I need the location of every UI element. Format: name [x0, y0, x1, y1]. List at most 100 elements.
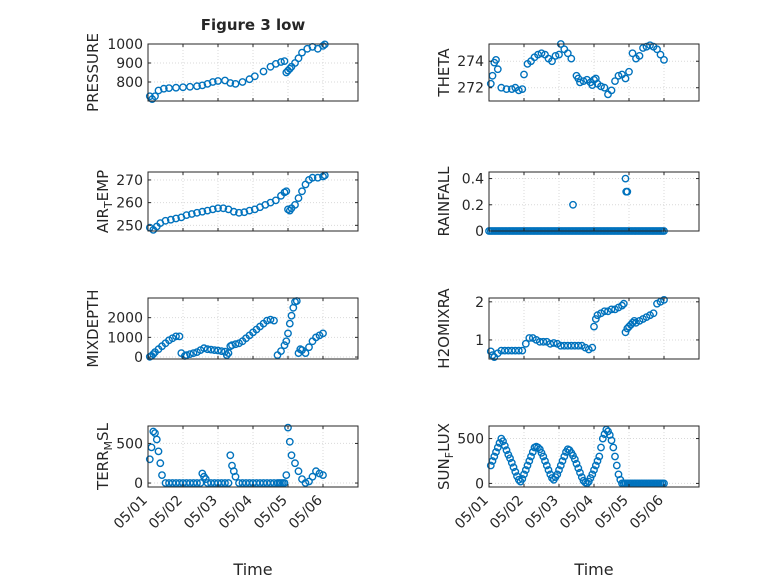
data-point — [569, 200, 577, 209]
data-point — [593, 457, 602, 465]
data-point — [619, 299, 628, 308]
data-point — [590, 466, 598, 474]
data-point — [294, 467, 303, 476]
data-point — [539, 452, 548, 461]
data-point — [630, 316, 639, 325]
y-axis-label: AIRTEMP — [94, 170, 115, 233]
data-point — [621, 328, 630, 337]
data-point — [235, 208, 243, 217]
data-point — [492, 448, 500, 456]
data-point — [298, 48, 306, 57]
data-point — [607, 436, 616, 445]
y-tick-label: 1000 — [107, 37, 143, 53]
data-point — [287, 311, 296, 320]
data-point — [560, 452, 569, 461]
data-point — [572, 459, 581, 468]
data-point — [542, 461, 551, 470]
data-point — [528, 448, 537, 456]
x-axis-label-right: Time — [573, 560, 613, 579]
data-point — [611, 452, 619, 461]
data-point — [555, 50, 563, 59]
data-point — [245, 206, 254, 215]
data-point — [590, 322, 598, 331]
data-point — [598, 434, 607, 443]
data-point — [319, 42, 327, 50]
data-point — [535, 445, 544, 454]
data-point — [182, 211, 191, 220]
data-point — [541, 457, 549, 465]
data-series — [486, 40, 668, 99]
x-tick-label: 05/02 — [146, 493, 186, 533]
data-point — [231, 472, 240, 481]
y-axis-label: MIXDEPTH — [84, 289, 102, 367]
data-point — [282, 337, 291, 346]
data-point — [298, 187, 306, 196]
data-point — [591, 315, 600, 323]
data-point — [198, 207, 207, 216]
y-tick-label: 260 — [116, 196, 143, 212]
data-point — [607, 86, 616, 95]
data-point — [294, 194, 303, 203]
y-tick-label: 272 — [457, 81, 484, 97]
data-point — [319, 471, 327, 479]
data-point — [492, 56, 500, 64]
data-point — [210, 346, 219, 354]
data-point — [284, 329, 292, 338]
x-tick-label: 05/05 — [251, 493, 291, 533]
data-point — [285, 319, 294, 328]
data-point — [621, 174, 630, 183]
data-point — [161, 216, 170, 225]
data-point — [506, 454, 514, 463]
data-point — [217, 347, 226, 355]
y-tick-label: 2 — [475, 295, 484, 311]
data-point — [159, 84, 168, 93]
data-point — [280, 479, 289, 487]
data-point — [570, 455, 579, 464]
x-tick-label: 05/02 — [487, 493, 527, 533]
data-point — [595, 452, 604, 461]
data-point — [226, 79, 235, 87]
data-point — [539, 337, 548, 346]
data-point — [259, 67, 268, 76]
data-point — [511, 467, 520, 476]
data-point — [574, 341, 583, 350]
data-point — [187, 210, 196, 218]
y-tick-label: 500 — [116, 436, 143, 452]
plot-area — [489, 172, 699, 231]
data-point — [226, 451, 235, 460]
y-tick-label: 1 — [475, 333, 484, 349]
y-tick-label: 800 — [116, 75, 143, 91]
plot-area — [148, 172, 358, 231]
data-point — [607, 305, 616, 314]
data-series — [145, 297, 327, 361]
data-point — [507, 85, 516, 94]
data-point — [240, 208, 249, 217]
data-point — [520, 70, 528, 79]
data-point — [490, 452, 499, 461]
data-point — [287, 451, 296, 460]
y-tick-label: 500 — [457, 432, 484, 448]
y-axis-label: SUNFLUX — [435, 423, 456, 490]
subplot-rainfall: 0 0.2 0.4 RAINFALL — [435, 166, 700, 240]
data-point — [175, 332, 184, 341]
data-point — [282, 471, 291, 479]
data-point — [229, 207, 238, 216]
data-point — [514, 86, 523, 95]
x-tick-label: 05/05 — [592, 493, 632, 533]
data-point — [219, 204, 228, 213]
data-point — [614, 71, 623, 80]
data-point — [525, 457, 534, 465]
data-point — [563, 49, 572, 58]
data-point — [548, 57, 556, 66]
data-point — [166, 215, 175, 224]
y-tick-label: 1000 — [107, 330, 143, 346]
data-point — [313, 173, 322, 182]
x-tick-label: 05/06 — [627, 492, 667, 532]
data-point — [172, 214, 180, 223]
data-point — [527, 452, 535, 461]
data-point — [534, 443, 542, 452]
data-point — [493, 443, 502, 452]
y-tick-label: 0 — [475, 224, 484, 240]
data-point — [525, 334, 534, 342]
data-point — [567, 54, 576, 63]
